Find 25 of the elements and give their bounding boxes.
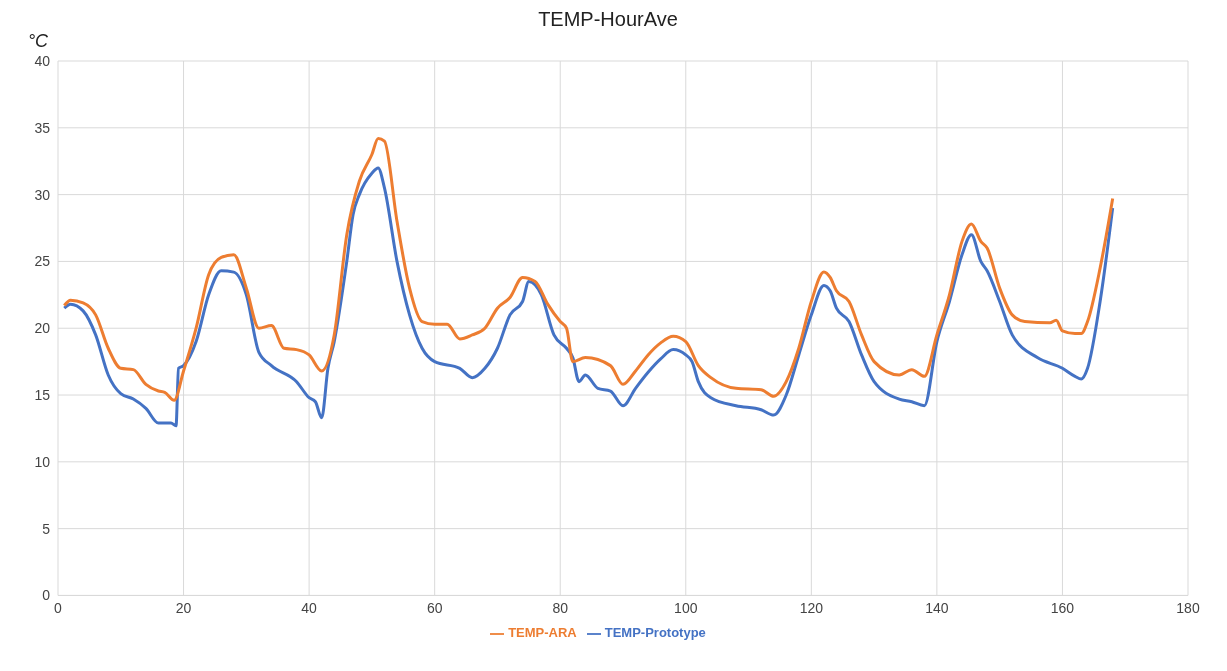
x-tick-label: 40 (301, 600, 318, 617)
y-axis-title: °C (27, 31, 50, 51)
x-tick-label: 120 (799, 600, 824, 617)
y-tick-label: 40 (34, 52, 51, 69)
x-tick-label: 180 (1176, 600, 1200, 617)
y-tick-label: 15 (34, 386, 51, 403)
legend-label: TEMP-ARA (508, 625, 577, 641)
line-series (62, 136, 1115, 402)
y-tick-label: 0 (42, 587, 51, 604)
legend-label: TEMP-Prototype (604, 625, 706, 641)
y-tick-label: 30 (34, 186, 51, 203)
y-tick-label: 5 (42, 520, 51, 537)
x-tick-label: 80 (552, 600, 569, 617)
x-tick-label: 60 (426, 600, 443, 617)
x-tick-label: 0 (54, 600, 63, 617)
x-tick-label: 160 (1050, 600, 1075, 617)
x-tick-label: 100 (674, 600, 698, 617)
line-series (62, 166, 1115, 428)
x-tick-label: 140 (925, 600, 949, 617)
chart-title: TEMP-HourAve (537, 8, 679, 31)
y-tick-label: 10 (34, 453, 51, 470)
y-tick-label: 35 (34, 119, 51, 136)
x-tick-label: 20 (175, 600, 192, 617)
y-tick-label: 25 (34, 253, 51, 270)
y-tick-label: 20 (34, 320, 51, 337)
